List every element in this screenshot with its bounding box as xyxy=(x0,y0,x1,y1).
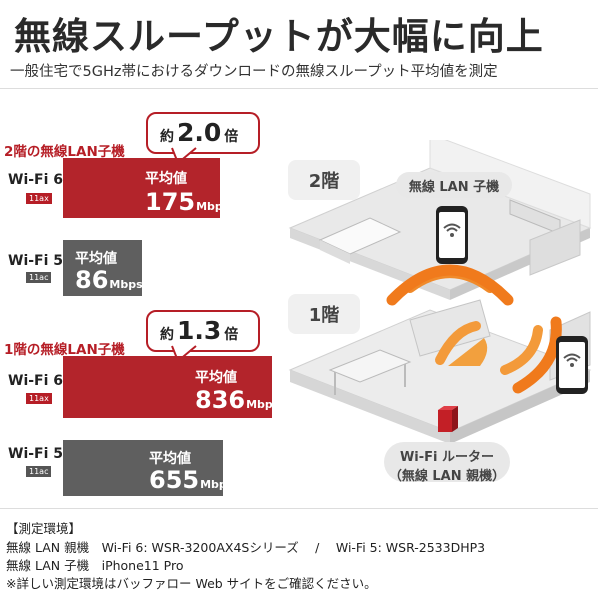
bar-value: 655 xyxy=(149,466,200,494)
phone-2f xyxy=(436,206,468,264)
floor2-ratio-bubble: 約 2.0 倍 xyxy=(146,112,260,154)
bar-caption: 平均値 xyxy=(75,251,117,267)
client-label-pill: 無線 LAN 子機 xyxy=(396,172,512,198)
wifi5-tag: 11ac xyxy=(26,272,52,283)
bar-caption: 平均値 xyxy=(195,370,237,386)
wifi6-tag: 11ax xyxy=(26,193,52,204)
floor1-ratio-bubble: 約 1.3 倍 xyxy=(146,310,260,352)
bar-unit: Mbps xyxy=(196,200,230,213)
ratio-prefix: 約 xyxy=(160,129,174,145)
ratio-prefix: 約 xyxy=(160,327,174,343)
bar-caption: 平均値 xyxy=(145,171,187,187)
floor2-wifi5-bar: 平均値 86Mbps xyxy=(63,240,143,296)
floor1-wifi5-bar: 平均値 655Mbps xyxy=(63,440,233,496)
env-heading: 【測定環境】 xyxy=(6,521,82,536)
client-label: 無線 LAN 子機 xyxy=(408,179,500,195)
router-label-pill: Wi-Fi ルーター （無線 LAN 親機） xyxy=(384,442,510,484)
wifi5-label: Wi-Fi 5 xyxy=(8,253,64,269)
router-label-line1: Wi-Fi ルーター xyxy=(399,450,495,465)
wifi5-label: Wi-Fi 5 xyxy=(8,446,64,462)
bar-value: 836 xyxy=(195,386,246,414)
page-title: 無線スループットが大幅に向上 xyxy=(14,15,544,58)
wifi-icon xyxy=(443,223,461,237)
phone-1f xyxy=(556,336,588,394)
floor2-wifi6-bar: 平均値 175Mbps xyxy=(63,158,229,218)
wifi6-label: Wi-Fi 6 xyxy=(8,172,64,188)
bar-unit: Mbps xyxy=(200,478,234,491)
ratio-value: 2.0 xyxy=(177,118,222,147)
bar-caption: 平均値 xyxy=(149,451,191,467)
floor1-client-label: 1階の無線LAN子機 xyxy=(4,342,125,358)
ratio-suffix: 倍 xyxy=(224,129,239,145)
divider xyxy=(0,88,598,89)
floor2-badge: 2階 xyxy=(288,160,360,200)
floor1-badge: 1階 xyxy=(288,294,360,334)
wifi6-tag: 11ax xyxy=(26,393,52,404)
floor1-wifi6-bar: 平均値 836Mbps xyxy=(63,356,279,418)
bar-unit: Mbps xyxy=(109,278,143,291)
bar-value: 175 xyxy=(145,188,196,216)
env-line1: 無線 LAN 親機 Wi-Fi 6: WSR-3200AX4Sシリーズ / Wi… xyxy=(6,540,486,555)
wifi6-label: Wi-Fi 6 xyxy=(8,373,64,389)
page-subtitle: 一般住宅で5GHz帯におけるダウンロードの無線スループット平均値を測定 xyxy=(10,64,498,80)
bar-value: 86 xyxy=(75,266,109,294)
divider xyxy=(0,508,598,509)
wifi5-tag: 11ac xyxy=(26,466,52,477)
wifi-icon xyxy=(563,353,581,367)
ratio-value: 1.3 xyxy=(177,316,222,345)
router-label-line2: （無線 LAN 親機） xyxy=(388,469,506,484)
ratio-suffix: 倍 xyxy=(224,327,239,343)
house-illustration xyxy=(288,140,592,444)
bar-unit: Mbps xyxy=(246,398,280,411)
env-note: ※詳しい測定環境はバッファロー Web サイトをご確認ください。 xyxy=(6,576,377,591)
env-line2: 無線 LAN 子機 iPhone11 Pro xyxy=(6,558,184,573)
floor2-client-label: 2階の無線LAN子機 xyxy=(4,144,125,160)
